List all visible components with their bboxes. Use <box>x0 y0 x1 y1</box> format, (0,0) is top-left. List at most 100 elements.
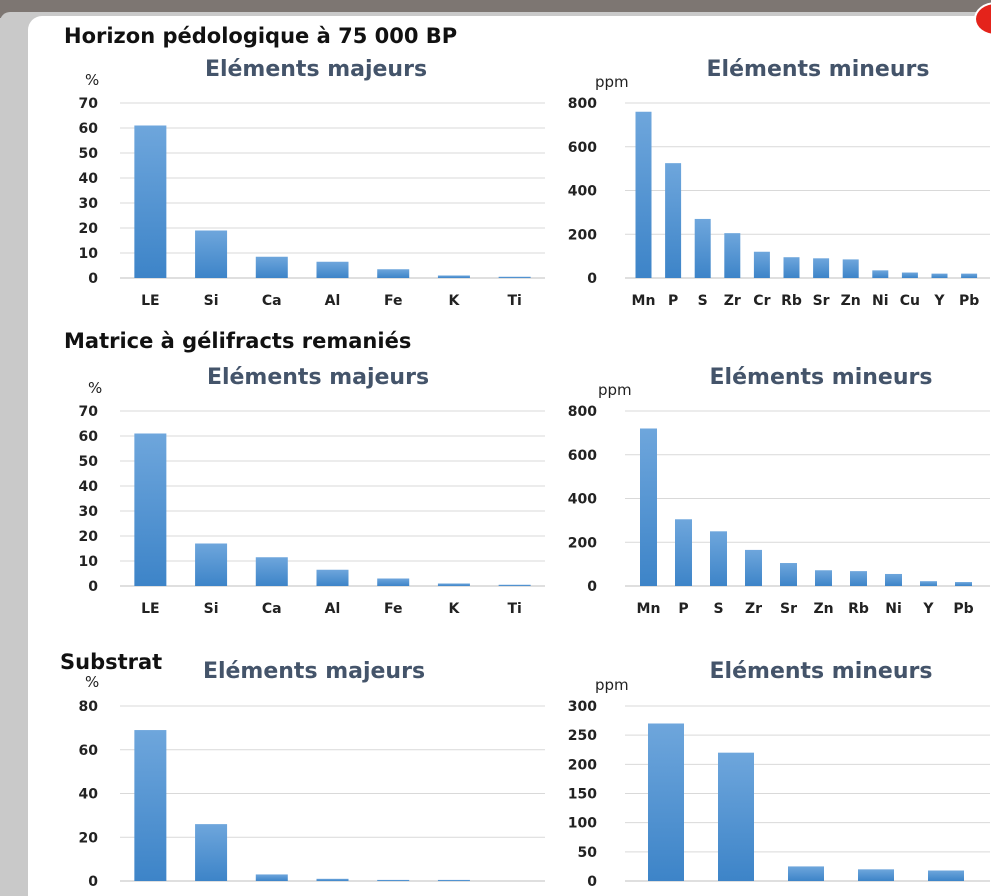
bar-Ni <box>872 270 889 278</box>
bar-4 <box>858 869 894 881</box>
bar-3 <box>255 874 288 881</box>
x-category-label: Mn <box>632 293 656 309</box>
bar-Ca <box>255 256 288 278</box>
bar-Pb <box>961 273 978 278</box>
y-tick-label: 400 <box>568 492 597 508</box>
bar-Fe <box>377 269 410 278</box>
x-category-label: Cu <box>900 293 920 309</box>
y-tick-label: 0 <box>587 579 597 595</box>
x-category-label: Si <box>204 293 219 309</box>
y-tick-label: 600 <box>568 448 597 464</box>
x-category-label: LE <box>141 293 159 309</box>
bar-Sr <box>813 258 830 278</box>
bar-Zr <box>745 549 762 586</box>
x-category-label: P <box>668 293 678 309</box>
x-category-label: Ca <box>262 293 282 309</box>
section-title-horizon: Horizon pédologique à 75 000 BP <box>64 24 458 48</box>
x-category-label: Zn <box>841 293 861 309</box>
bar-1 <box>648 723 684 881</box>
x-category-label: Fe <box>384 601 403 617</box>
bar-5 <box>928 870 964 881</box>
y-tick-label: 150 <box>568 787 597 803</box>
bar-Mn <box>635 111 652 278</box>
y-tick-label: 200 <box>568 535 597 551</box>
x-category-label: Zr <box>745 601 762 617</box>
y-tick-label: 40 <box>79 787 99 803</box>
bar-1 <box>134 730 167 881</box>
x-category-label: Rb <box>848 601 869 617</box>
bar-Pb <box>955 582 972 586</box>
section-title-substrat: Substrat <box>60 650 163 674</box>
x-category-label: S <box>713 601 723 617</box>
x-category-label: Ti <box>507 293 521 309</box>
y-tick-label: 50 <box>578 845 598 861</box>
chart-1: Eléments majeurs% 0 10 20 30 40 50 60 70 LE Si Ca Al… <box>79 57 545 309</box>
y-tick-label: 60 <box>79 429 99 445</box>
x-category-label: Y <box>922 601 934 617</box>
y-tick-label: 20 <box>79 221 99 237</box>
bar-2 <box>195 824 228 881</box>
x-category-label: Zn <box>813 601 833 617</box>
x-category-label: K <box>448 293 460 309</box>
section-title-matrice: Matrice à gélifracts remaniés <box>64 329 412 353</box>
y-tick-label: 50 <box>79 146 99 162</box>
y-axis-unit-label: % <box>85 673 99 691</box>
y-tick-label: 300 <box>568 699 597 715</box>
bar-P <box>665 163 682 278</box>
y-tick-label: 0 <box>88 579 98 595</box>
bar-Mn <box>640 428 657 586</box>
y-tick-label: 0 <box>88 874 98 890</box>
y-tick-label: 80 <box>79 699 99 715</box>
x-category-label: Al <box>325 293 341 309</box>
y-tick-label: 0 <box>587 874 597 890</box>
bar-Rb <box>783 257 800 278</box>
chart-3: Eléments majeurs% 0 10 20 30 40 50 60 70 LE Si Ca Al… <box>79 365 545 617</box>
x-category-label: Pb <box>953 601 973 617</box>
chart-4: Eléments mineurs ppm 0 200 400 600 800 Mn P S Zr Sr… <box>568 365 990 617</box>
y-axis-unit-label: % <box>85 71 99 89</box>
chart-title: Eléments mineurs <box>707 57 930 82</box>
bar-Sr <box>780 563 797 586</box>
chart-6: Eléments mineurs ppm 0 50 100 150 200 250 300 <box>568 659 990 890</box>
x-category-label: Al <box>325 601 341 617</box>
y-tick-label: 60 <box>79 121 99 137</box>
chart-title: Eléments mineurs <box>710 365 933 390</box>
y-tick-label: 20 <box>79 830 99 846</box>
y-tick-label: 10 <box>79 554 99 570</box>
y-tick-label: 30 <box>79 504 99 520</box>
bar-Rb <box>850 571 867 586</box>
bar-K <box>437 583 470 586</box>
bar-P <box>675 519 692 586</box>
x-category-label: Ni <box>872 293 889 309</box>
bar-Zr <box>724 233 741 278</box>
bar-Y <box>931 273 948 278</box>
bar-4 <box>316 878 349 881</box>
bar-LE <box>134 433 167 586</box>
bar-Zn <box>815 570 832 586</box>
x-category-label: Ca <box>262 601 282 617</box>
x-category-label: K <box>448 601 460 617</box>
y-tick-label: 20 <box>79 529 99 545</box>
y-tick-label: 70 <box>79 404 99 420</box>
y-tick-label: 50 <box>79 454 99 470</box>
bar-Cu <box>901 272 918 278</box>
y-axis-unit-label: ppm <box>595 73 629 91</box>
y-tick-label: 40 <box>79 479 99 495</box>
chart-title: Eléments mineurs <box>710 659 933 684</box>
y-tick-label: 200 <box>568 227 597 243</box>
x-category-label: S <box>698 293 708 309</box>
bar-Ca <box>255 557 288 586</box>
y-axis-unit-label: ppm <box>595 676 629 694</box>
x-category-label: Mn <box>637 601 661 617</box>
y-tick-label: 0 <box>587 271 597 287</box>
bar-6 <box>437 879 470 881</box>
bar-3 <box>788 866 824 881</box>
x-category-label: P <box>678 601 688 617</box>
bar-Fe <box>377 578 410 586</box>
bar-Cr <box>753 251 770 278</box>
x-category-label: Ti <box>507 601 521 617</box>
bar-LE <box>134 125 167 278</box>
bar-Ti <box>498 584 531 586</box>
bar-Al <box>316 261 349 278</box>
